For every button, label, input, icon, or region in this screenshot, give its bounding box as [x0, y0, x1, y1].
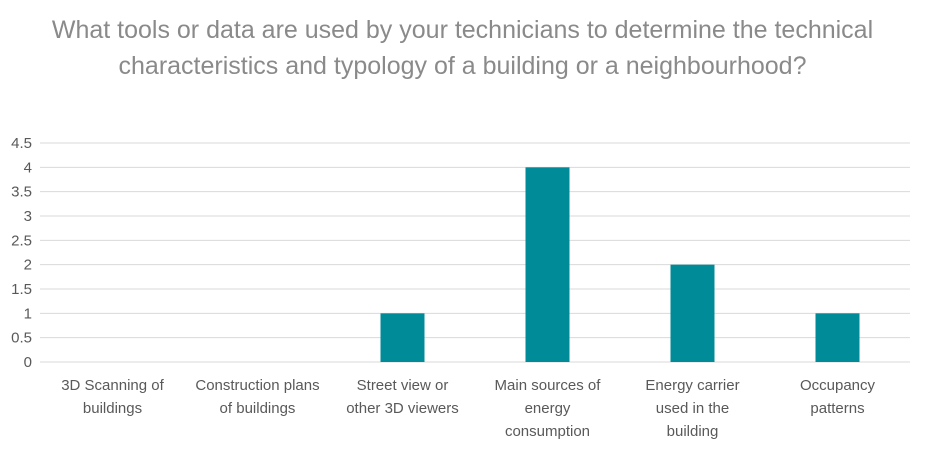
x-category-label-line: Energy carrier [645, 377, 739, 394]
y-tick-label: 1 [24, 305, 32, 322]
y-tick-label: 0.5 [11, 330, 32, 347]
y-tick-label: 4 [24, 159, 32, 176]
x-category-label: Street view or other 3D viewers [346, 377, 459, 417]
y-tick-label: 3.5 [11, 184, 32, 201]
x-category-label: Construction plans of buildings [195, 377, 319, 417]
chart-title: What tools or data are used by your tech… [51, 16, 874, 80]
x-category-label-line: used in the [656, 400, 729, 417]
y-tick-label: 0 [24, 354, 32, 371]
bar [525, 167, 570, 362]
y-tick-label: 2 [24, 257, 32, 274]
bar [815, 313, 860, 362]
x-category-label-line: other 3D viewers [346, 400, 459, 417]
x-category-label: Occupancy patterns [800, 377, 876, 417]
x-category-label-line: building [667, 423, 719, 440]
x-category-label-line: patterns [810, 400, 864, 417]
bar [380, 313, 425, 362]
y-tick-label: 2.5 [11, 232, 32, 249]
x-category-label-line: Occupancy [800, 377, 876, 394]
y-tick-label: 4.5 [11, 135, 32, 152]
x-category-label-line: Construction plans [195, 377, 319, 394]
x-category-label-line: Main sources of [495, 377, 602, 394]
x-category-label: Energy carrier used in the building [645, 377, 739, 440]
x-category-label: 3D Scanning of buildings [61, 377, 164, 417]
x-category-label: Main sources of energy consumption [495, 377, 602, 440]
x-category-label-line: Street view or [357, 377, 449, 394]
x-category-label-line: consumption [505, 423, 590, 440]
bar [670, 264, 715, 362]
y-tick-label: 1.5 [11, 281, 32, 298]
x-category-label-line: buildings [83, 400, 142, 417]
x-category-label-line: 3D Scanning of [61, 377, 164, 394]
x-category-label-line: energy [525, 400, 571, 417]
y-tick-label: 3 [24, 208, 32, 225]
x-category-label-line: of buildings [220, 400, 296, 417]
